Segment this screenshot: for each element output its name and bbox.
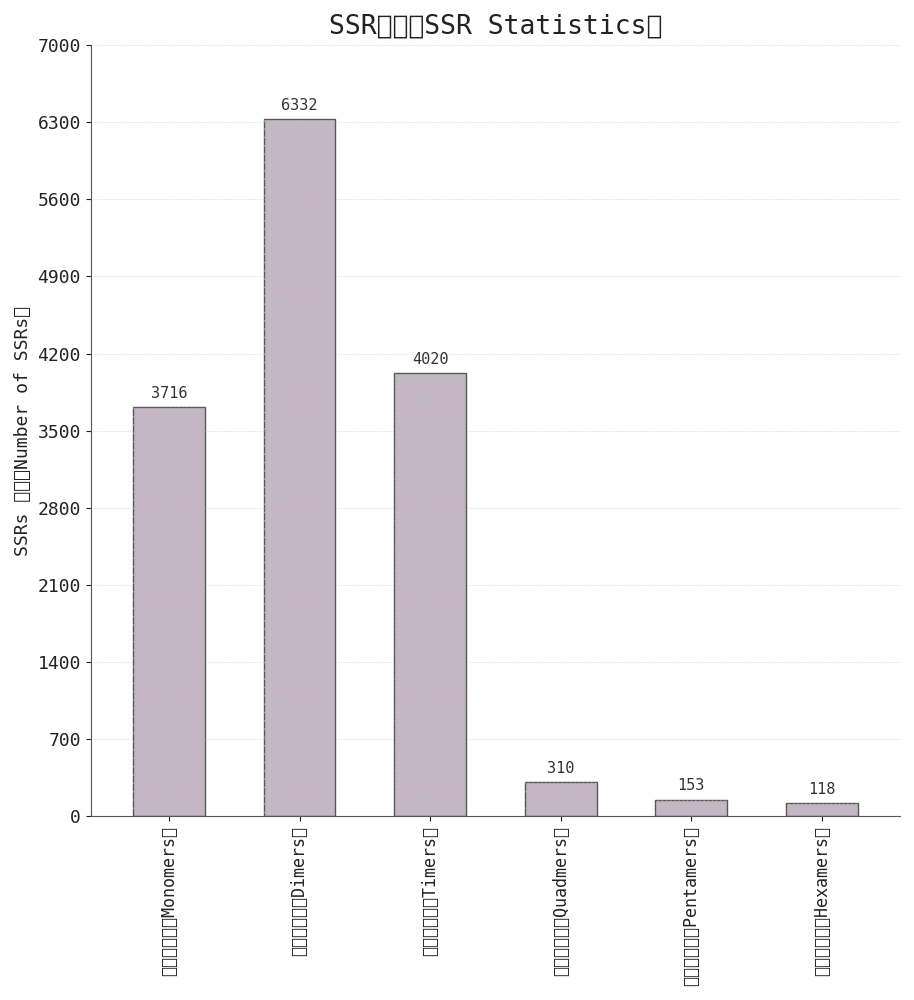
Text: 118: 118 [808, 782, 835, 797]
Text: 310: 310 [547, 761, 574, 776]
Y-axis label: SSRs 数量（Number of SSRs）: SSRs 数量（Number of SSRs） [14, 306, 32, 556]
Text: 153: 153 [677, 778, 705, 793]
FancyBboxPatch shape [786, 803, 857, 816]
FancyBboxPatch shape [525, 782, 597, 816]
FancyBboxPatch shape [263, 119, 335, 816]
FancyBboxPatch shape [655, 800, 728, 816]
FancyBboxPatch shape [133, 407, 205, 816]
Title: SSR统计（SSR Statistics）: SSR统计（SSR Statistics） [329, 14, 662, 40]
Text: 6332: 6332 [282, 98, 318, 113]
Text: 4020: 4020 [412, 352, 449, 367]
FancyBboxPatch shape [394, 373, 466, 816]
Text: 3716: 3716 [151, 386, 187, 401]
